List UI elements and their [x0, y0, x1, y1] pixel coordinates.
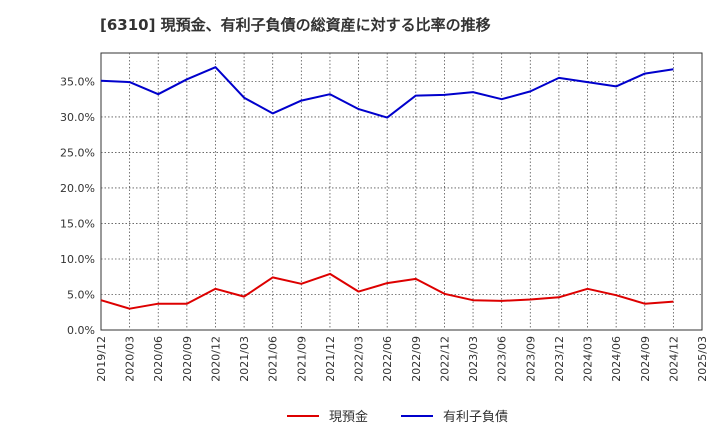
- x-tick-label: 2025/03: [696, 336, 709, 382]
- x-tick-label: 2020/03: [124, 336, 137, 382]
- y-tick-label: 15.0%: [60, 217, 95, 230]
- series-layer: [100, 66, 674, 310]
- x-tick-label: 2020/09: [181, 336, 194, 382]
- x-tick-label: 2022/09: [410, 336, 423, 382]
- y-tick-label: 0.0%: [67, 324, 95, 337]
- x-tick-label: 2023/12: [553, 336, 566, 382]
- x-tick-label: 2023/03: [467, 336, 480, 382]
- x-tick-label: 2021/12: [324, 336, 337, 382]
- legend-label-1: 現預金: [329, 409, 368, 425]
- x-tick-label: 2024/12: [667, 336, 680, 382]
- grid-layer: [100, 52, 703, 331]
- x-tick-label: 2021/06: [267, 336, 280, 382]
- x-tick-label: 2020/12: [209, 336, 222, 382]
- x-tick-label: 2021/09: [295, 336, 308, 382]
- x-tick-label: 2022/06: [381, 336, 394, 382]
- chart-title: [6310] 現預金、有利子負債の総資産に対する比率の推移: [100, 16, 491, 34]
- legend: 現預金 有利子負債: [287, 409, 508, 425]
- plot-area: [100, 52, 703, 331]
- y-tick-label: 25.0%: [60, 146, 95, 159]
- series-line-2: [100, 66, 674, 119]
- x-tick-label: 2023/09: [524, 336, 537, 382]
- y-tick-label: 35.0%: [60, 75, 95, 88]
- x-tick-label: 2020/06: [152, 336, 165, 382]
- axis-layer: 0.0% 5.0% 10.0% 15.0% 20.0% 25.0% 30.0% 35.0% 20…: [60, 75, 709, 381]
- x-tick-label: 2024/03: [582, 336, 595, 382]
- x-tick-label: 2022/12: [438, 336, 451, 382]
- y-tick-label: 10.0%: [60, 253, 95, 266]
- y-tick-label: 30.0%: [60, 111, 95, 124]
- y-tick-label: 5.0%: [67, 288, 95, 301]
- series-line-1: [100, 272, 674, 310]
- x-tick-label: 2023/06: [496, 336, 509, 382]
- x-tick-label: 2022/03: [353, 336, 366, 382]
- x-tick-label: 2024/06: [610, 336, 623, 382]
- x-tick-label: 2024/09: [639, 336, 652, 382]
- x-tick-label: 2021/03: [238, 336, 251, 382]
- y-tick-label: 20.0%: [60, 182, 95, 195]
- x-tick-label: 2019/12: [95, 336, 108, 382]
- legend-label-2: 有利子負債: [443, 410, 508, 425]
